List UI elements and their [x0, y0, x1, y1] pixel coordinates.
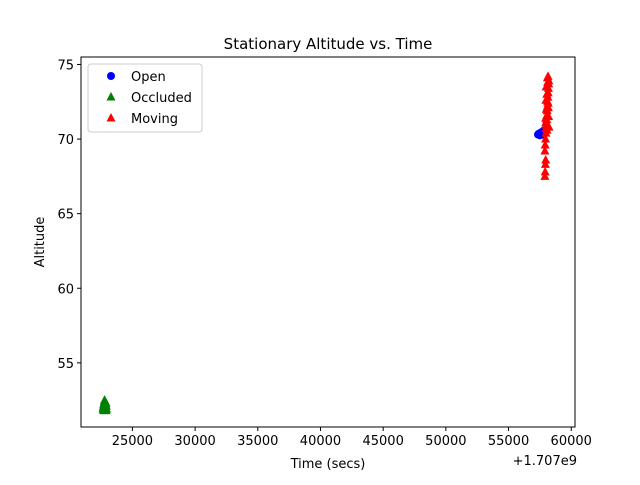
legend-marker [106, 113, 116, 122]
data-point [542, 89, 552, 98]
x-tick-label: 30000 [174, 434, 215, 449]
data-point [543, 77, 553, 86]
y-tick-label: 70 [57, 133, 74, 148]
data-point [101, 405, 111, 415]
x-tick-label: 40000 [300, 434, 341, 449]
x-tick-label: 45000 [362, 434, 403, 449]
legend-label: Occluded [131, 91, 192, 106]
y-tick-label: 55 [57, 357, 74, 372]
x-tick-label: 25000 [112, 434, 153, 449]
legend-marker [106, 92, 116, 101]
data-point [543, 71, 553, 80]
data-point [540, 171, 550, 180]
data-points [98, 71, 554, 415]
data-point [541, 81, 551, 91]
series-occluded [98, 395, 112, 415]
legend: Open Occluded Moving [87, 63, 203, 133]
x-tick-label: 35000 [237, 434, 278, 449]
series-moving [540, 71, 554, 180]
x-tick-label: 55000 [488, 434, 529, 449]
legend-marker [107, 72, 115, 80]
x-axis-offset-label: +1.707e9 [513, 454, 577, 469]
data-point [544, 122, 554, 131]
data-point [540, 166, 550, 176]
y-tick-label: 65 [57, 208, 74, 223]
data-point [540, 145, 550, 155]
data-point [540, 140, 550, 149]
data-point [541, 117, 551, 127]
data-point [543, 102, 553, 112]
x-axis-ticks: 25000 30000 35000 40000 45000 50000 55000 60000 [112, 427, 592, 449]
y-axis-label: Altitude [33, 217, 48, 268]
data-point [544, 111, 554, 121]
data-point [541, 154, 551, 164]
data-point [540, 159, 550, 168]
x-axis-label: Time (secs) [290, 457, 366, 472]
legend-entry-open: Open [107, 70, 166, 85]
legend-box [87, 63, 203, 133]
y-tick-label: 75 [57, 58, 74, 73]
data-point [541, 134, 551, 143]
x-tick-label: 50000 [425, 434, 466, 449]
legend-entries: Open Occluded Moving [106, 70, 192, 127]
legend-label: Open [131, 70, 166, 85]
legend-entry-moving: Moving [106, 112, 178, 127]
legend-label: Moving [131, 112, 178, 127]
legend-entry-occluded: Occluded [106, 91, 192, 106]
y-tick-label: 60 [57, 282, 74, 297]
x-tick-label: 60000 [551, 434, 592, 449]
data-point [543, 98, 553, 107]
chart-title: Stationary Altitude vs. Time [224, 35, 433, 53]
y-axis-ticks: 55 60 65 70 75 [57, 58, 81, 372]
plot-area-frame [80, 56, 576, 428]
